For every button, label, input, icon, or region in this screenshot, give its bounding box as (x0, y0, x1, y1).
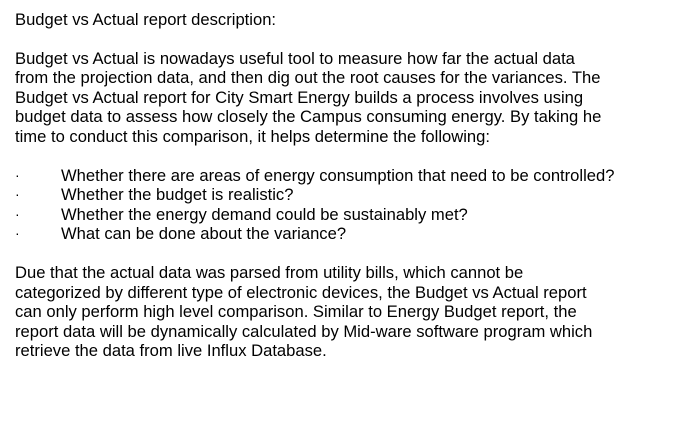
bullet-marker: · (15, 225, 20, 242)
section-heading: Budget vs Actual report description: (15, 10, 277, 29)
bullet-item: · What can be done about the variance? (15, 224, 680, 244)
paragraph-line: Budget vs Actual is nowadays useful tool… (15, 48, 575, 68)
paragraph-line: time to conduct this comparison, it help… (15, 126, 491, 146)
document-body: Budget vs Actual report description: Bud… (15, 10, 680, 361)
bullet-item: · Whether there are areas of energy cons… (15, 166, 680, 186)
bullet-marker: · (15, 186, 20, 203)
intro-paragraph: Budget vs Actual is nowadays useful tool… (15, 49, 680, 147)
bullet-text: Whether the energy demand could be susta… (61, 204, 468, 224)
paragraph-line: budget data to assess how closely the Ca… (15, 107, 602, 127)
paragraph-line: categorized by different type of electro… (15, 282, 587, 302)
bullet-text: Whether there are areas of energy consum… (61, 165, 615, 185)
bullet-text: What can be done about the variance? (61, 224, 347, 244)
paragraph-line: from the projection data, and then dig o… (15, 68, 601, 88)
bullet-marker: · (15, 166, 20, 183)
paragraph-line: retrieve the data from live Influx Datab… (15, 341, 327, 361)
bullet-text: Whether the budget is realistic? (61, 185, 294, 205)
paragraph-line: can only perform high level comparison. … (15, 302, 577, 322)
bullet-item: · Whether the energy demand could be sus… (15, 205, 680, 225)
bullet-marker: · (15, 205, 20, 222)
closing-paragraph: Due that the actual data was parsed from… (15, 263, 680, 361)
paragraph-line: report data will be dynamically calculat… (15, 321, 593, 341)
bullet-item: · Whether the budget is realistic? (15, 185, 680, 205)
paragraph-line: Due that the actual data was parsed from… (15, 262, 524, 282)
bullet-list: · Whether there are areas of energy cons… (15, 166, 680, 244)
paragraph-line: Budget vs Actual report for City Smart E… (15, 87, 584, 107)
